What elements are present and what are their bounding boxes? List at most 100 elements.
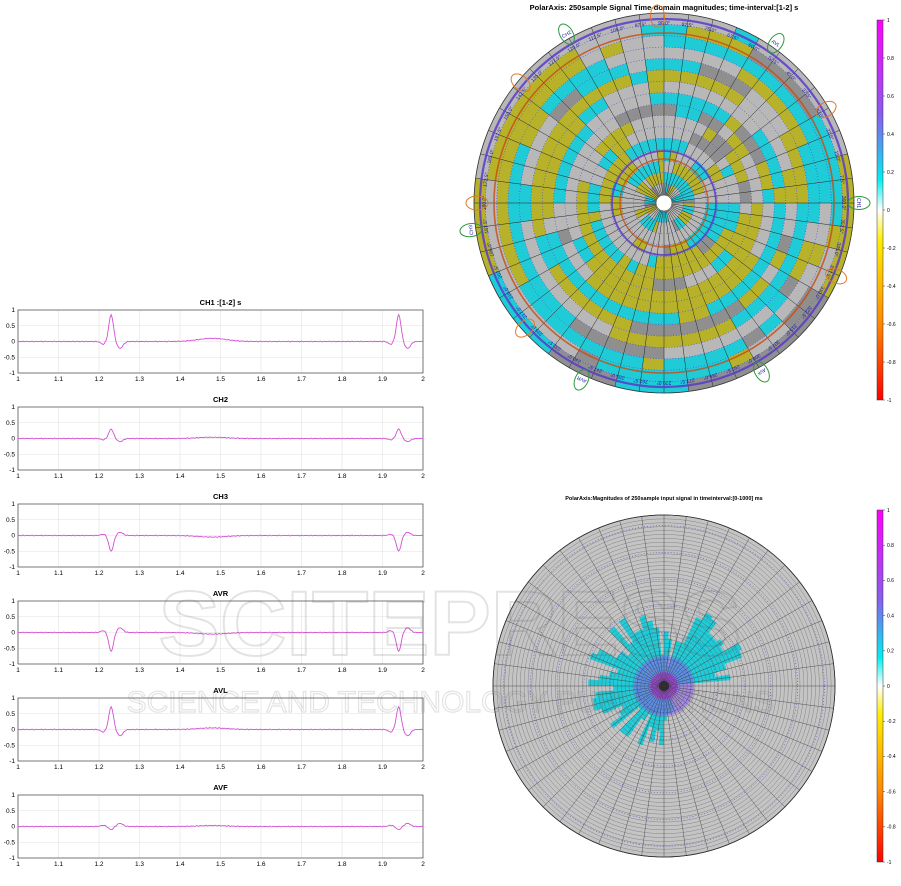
polar-top-cell — [665, 183, 670, 196]
polar-top-angle-label: 67.5° — [726, 33, 739, 43]
polar-top-cell — [666, 184, 672, 196]
polar-top-cell — [664, 289, 677, 302]
polar-bottom-ring — [566, 588, 762, 784]
polar-top-cell — [524, 237, 542, 259]
polar-top-cell — [798, 262, 819, 287]
polar-top-cell — [532, 168, 547, 188]
polar-top-colorbar-tick-label: 1 — [887, 18, 890, 24]
polar-bottom-ring — [601, 623, 727, 749]
polar-top-cell — [734, 169, 749, 184]
polar-top-cell — [555, 335, 581, 358]
polar-top-cell — [630, 221, 643, 233]
polar-bottom-ring — [523, 545, 805, 827]
polar-bottom-ring — [613, 635, 715, 737]
polar-top-cell — [693, 207, 706, 214]
polar-bottom-ring — [605, 627, 723, 745]
polar-top-cell — [644, 127, 656, 141]
polar-top-cell — [713, 216, 727, 228]
polar-top-cell — [678, 82, 696, 97]
polar-top-cell — [770, 217, 785, 235]
polar-top-cell — [726, 211, 740, 223]
polar-top-cell — [808, 243, 826, 267]
polar-top-cell — [551, 245, 569, 264]
polar-top-cell — [572, 236, 589, 253]
polar-top-cell — [647, 191, 658, 199]
polar-top-ring — [576, 115, 752, 291]
polar-bottom-colorbar-tick-label: 1 — [887, 508, 890, 514]
ecg-x-tick: 1.3 — [135, 473, 144, 480]
polar-top-cell — [565, 203, 578, 216]
polar-top-cell — [807, 182, 820, 203]
polar-top-cell — [683, 198, 695, 203]
polar-top-ring — [553, 92, 775, 314]
polar-bottom-colorbar-tick-label: 0.4 — [887, 613, 894, 619]
polar-top-colorbar-tick-label: -0.8 — [887, 360, 896, 366]
polar-top-cell — [652, 278, 664, 291]
polar-bottom-ring — [640, 662, 688, 710]
polar-top-colorbar-tick-label: 0.8 — [887, 56, 894, 62]
polar-top-cell — [568, 252, 586, 271]
polar-top-cell — [588, 149, 604, 165]
polar-top-cell — [508, 203, 521, 224]
polar-top-spoke — [663, 130, 840, 204]
polar-top-cell — [655, 256, 664, 268]
polar-top-cell — [639, 214, 651, 225]
polar-top-cell — [568, 225, 584, 241]
polar-top-cell — [664, 115, 676, 128]
polar-top-cell — [818, 181, 832, 203]
polar-top-cell — [645, 58, 664, 72]
polar-top-cell — [545, 313, 570, 336]
polar-top-colorbar-tick-label: -0.4 — [887, 284, 896, 290]
ecg-y-tick: -0.5 — [4, 645, 16, 652]
polar-top-cell — [562, 147, 579, 166]
polar-top-cell — [641, 276, 655, 290]
polar-top-peak-circle — [515, 318, 535, 338]
polar-top-cell — [715, 235, 731, 250]
polar-top-cell — [737, 212, 751, 226]
polar-top-channel-circle — [558, 23, 575, 45]
polar-top-cell — [635, 187, 648, 196]
polar-top-cell — [692, 210, 705, 220]
polar-top-spoke — [663, 202, 714, 387]
polar-bottom-ring — [520, 542, 808, 830]
polar-top-cell — [728, 193, 741, 203]
polar-top-cell — [630, 273, 645, 288]
polar-bottom-ring — [570, 592, 758, 780]
ecg-x-tick: 1.2 — [94, 861, 103, 868]
polar-top-cell — [669, 207, 680, 217]
polar-bottom-major-ring — [583, 605, 745, 767]
polar-top-cell — [742, 135, 760, 154]
polar-top-colorbar-tick-label: 0.2 — [887, 170, 894, 176]
polar-top-cell — [520, 165, 536, 186]
ecg-x-tick: 2 — [421, 473, 425, 480]
polar-top-cell — [567, 116, 586, 136]
polar-top-cell — [742, 252, 760, 271]
polar-top-cell — [622, 207, 635, 214]
polar-top-cell — [645, 218, 655, 230]
polar-top-channel-circle — [753, 361, 770, 383]
polar-top-cell — [759, 174, 774, 191]
polar-top-cell — [633, 203, 645, 208]
polar-top-spoke — [548, 52, 665, 204]
polar-top-cell — [610, 203, 623, 210]
polar-top-cell — [742, 270, 761, 290]
polar-top-highlight-ring — [611, 150, 717, 256]
polar-top-cell — [634, 169, 646, 182]
polar-top-cell — [623, 342, 646, 358]
polar-top-cell — [792, 220, 808, 241]
polar-bottom-ring — [578, 600, 750, 772]
polar-top-spoke — [663, 202, 690, 392]
polar-top-cell — [670, 254, 681, 268]
polar-top-cell — [701, 336, 724, 354]
polar-top-cell — [692, 304, 711, 321]
polar-top-cell — [664, 346, 685, 359]
polar-top-cell — [668, 186, 676, 197]
polar-bottom-major-ring — [503, 525, 825, 847]
polar-top-cell — [577, 180, 591, 194]
polar-top-cell — [580, 337, 605, 358]
polar-top-cell — [558, 258, 577, 278]
polar-top-cell — [513, 240, 531, 263]
polar-top-cell — [701, 101, 720, 118]
polar-top-cell — [562, 240, 579, 259]
polar-top-spoke — [663, 153, 848, 204]
